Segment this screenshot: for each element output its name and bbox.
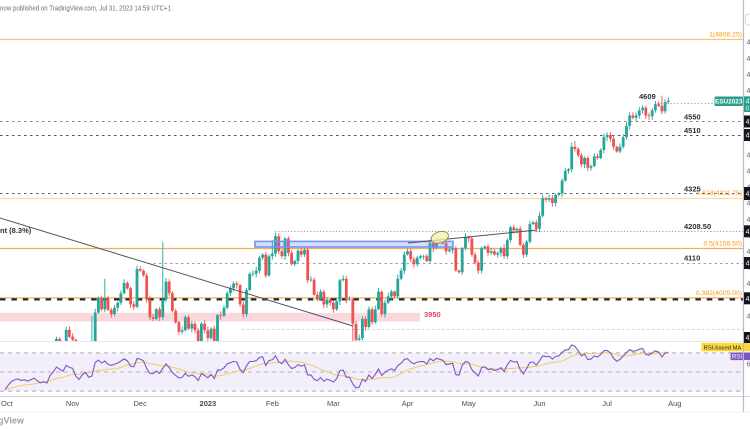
svg-text:0: 0	[746, 107, 750, 113]
svg-text:1(4808.25): 1(4808.25)	[709, 31, 742, 38]
svg-text:Jun: Jun	[533, 399, 545, 408]
svg-text:Oct: Oct	[1, 399, 14, 408]
svg-text:48: 48	[747, 40, 750, 47]
svg-text:4510: 4510	[684, 126, 701, 135]
svg-text:4325: 4325	[684, 185, 701, 194]
svg-text:41: 41	[747, 281, 750, 288]
svg-text:now published on TradingView.c: now published on TradingView.com, Jul 31…	[0, 4, 171, 13]
svg-text:4110: 4110	[684, 254, 700, 263]
svg-text:3950: 3950	[424, 310, 441, 319]
svg-text:47: 47	[747, 72, 750, 79]
svg-text:Dec: Dec	[134, 399, 148, 408]
svg-text:45: 45	[747, 152, 750, 159]
svg-text:60: 60	[747, 362, 750, 369]
svg-text:ESU2023: ESU2023	[715, 99, 743, 106]
svg-text:4: 4	[746, 296, 750, 303]
svg-text:nt (8.3%): nt (8.3%)	[0, 226, 32, 235]
svg-text:4: 4	[746, 133, 750, 140]
svg-text:48: 48	[747, 56, 750, 63]
svg-text:Nov: Nov	[66, 399, 80, 408]
svg-text:4: 4	[746, 191, 750, 198]
svg-text:40: 40	[747, 313, 750, 320]
svg-text:43: 43	[747, 217, 750, 224]
svg-text:4609: 4609	[639, 92, 656, 101]
svg-text:Mar: Mar	[327, 399, 340, 408]
svg-text:RSI: RSI	[732, 353, 743, 360]
svg-text:0.5(4158.50): 0.5(4158.50)	[703, 241, 742, 248]
svg-text:47: 47	[747, 88, 750, 95]
svg-text:May: May	[462, 399, 476, 408]
svg-text:Jul: Jul	[602, 399, 612, 408]
svg-text:2023: 2023	[200, 399, 217, 408]
svg-text:4: 4	[746, 335, 750, 342]
svg-text:4: 4	[746, 261, 750, 268]
svg-text:0.382(4005.00): 0.382(4005.00)	[696, 290, 742, 297]
svg-text:43: 43	[747, 201, 750, 208]
svg-text:Aug: Aug	[668, 399, 681, 408]
svg-text:Apr: Apr	[402, 399, 414, 408]
svg-text:0.618(4311.75): 0.618(4311.75)	[696, 190, 742, 197]
svg-text:4: 4	[746, 119, 750, 126]
svg-text:4: 4	[746, 229, 750, 236]
svg-text:42: 42	[747, 249, 750, 256]
svg-text:Feb: Feb	[266, 399, 279, 408]
svg-text:4208.50: 4208.50	[684, 222, 711, 231]
svg-text:RSI-based MA: RSI-based MA	[704, 345, 742, 351]
svg-text:4550: 4550	[684, 113, 701, 122]
svg-text:44: 44	[747, 169, 750, 176]
svg-text:TradingView: TradingView	[0, 415, 25, 425]
svg-text:4: 4	[746, 98, 750, 105]
